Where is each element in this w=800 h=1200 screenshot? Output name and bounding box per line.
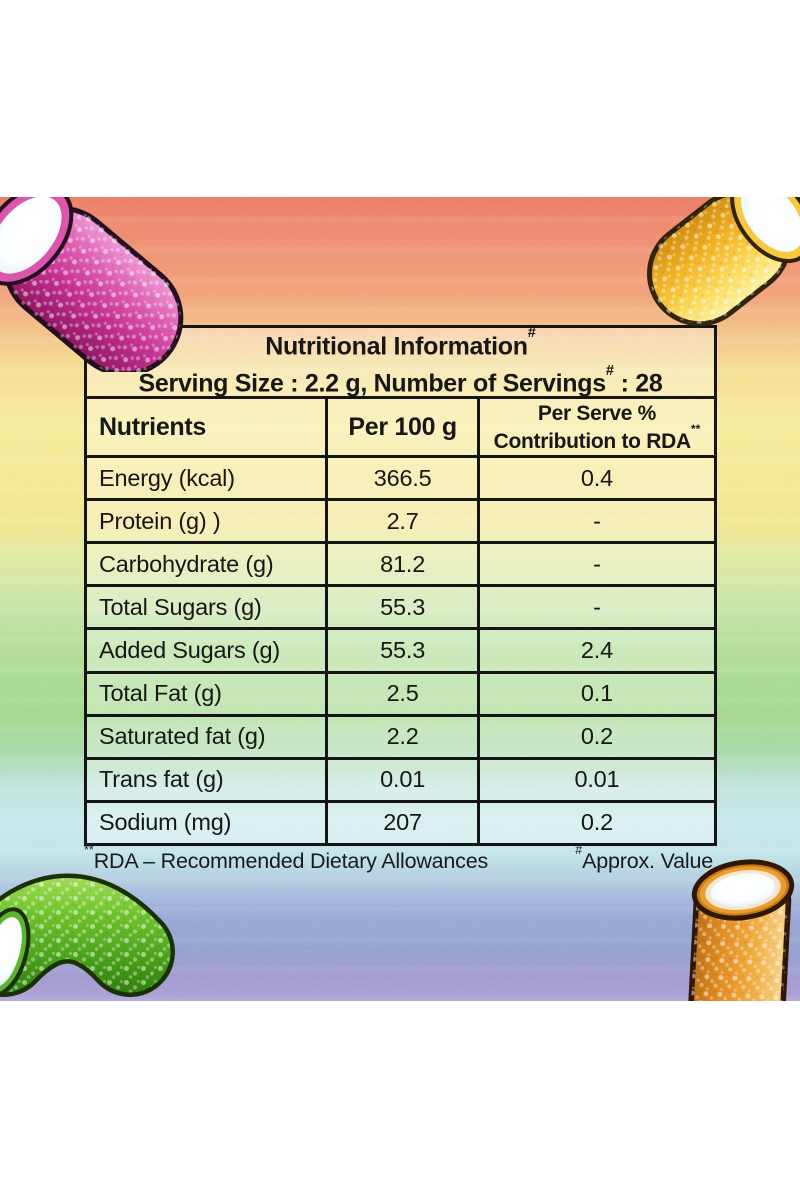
column-header-per-serve-rda: Per Serve % Contribution to RDA**	[476, 399, 714, 455]
rda-marker: **	[690, 422, 701, 437]
table-row: Carbohydrate (g) 81.2 -	[87, 544, 714, 588]
table-body: Energy (kcal) 366.5 0.4 Protein (g) ) 2.…	[87, 458, 714, 843]
per-100g-value: 2.7	[325, 501, 477, 542]
rainbow-watercolor-background: Nutritional Information# Serving Size : …	[0, 197, 800, 1001]
per-100g-value: 2.5	[325, 673, 477, 714]
table-row: Added Sugars (g) 55.3 2.4	[87, 630, 714, 674]
table-row: Total Sugars (g) 55.3 -	[87, 587, 714, 631]
nutrition-table-title: Nutritional Information# Serving Size : …	[87, 325, 714, 399]
column-header-nutrients: Nutrients	[99, 412, 207, 441]
rda-value: -	[476, 544, 714, 585]
nutrient-name: Saturated fat (g)	[99, 723, 266, 750]
approx-marker: #	[605, 362, 614, 379]
per-100g-value: 55.3	[325, 630, 477, 671]
nutrient-name: Protein (g) )	[99, 507, 221, 534]
rda-value: 0.2	[476, 716, 714, 757]
serving-size-line: Serving Size : 2.2 g, Number of Servings…	[138, 362, 663, 398]
footnotes: **RDA – Recommended Dietary Allowances #…	[84, 842, 717, 874]
rda-footnote: **RDA – Recommended Dietary Allowances	[84, 842, 489, 874]
nutrient-name: Energy (kcal)	[99, 464, 235, 491]
per-100g-value: 81.2	[325, 544, 477, 585]
title-line: Nutritional Information#	[265, 325, 536, 360]
table-row: Protein (g) ) 2.7 -	[87, 501, 714, 545]
nutrient-name: Total Sugars (g)	[99, 593, 262, 620]
rda-value: -	[476, 587, 714, 628]
rda-value: 0.4	[476, 458, 714, 499]
rda-value: -	[476, 501, 714, 542]
per-100g-value: 0.01	[325, 759, 477, 800]
rda-value: 0.2	[476, 802, 714, 843]
nutrient-name: Sodium (mg)	[99, 809, 232, 836]
table-row: Trans fat (g) 0.01 0.01	[87, 759, 714, 803]
nutrition-table: Nutritional Information# Serving Size : …	[84, 325, 717, 846]
table-row: Saturated fat (g) 2.2 0.2	[87, 716, 714, 760]
nutrient-name: Added Sugars (g)	[99, 636, 280, 663]
nutrient-name: Trans fat (g)	[99, 766, 224, 793]
rda-value: 2.4	[476, 630, 714, 671]
per-100g-value: 2.2	[325, 716, 477, 757]
table-row: Energy (kcal) 366.5 0.4	[87, 458, 714, 502]
table-row: Sodium (mg) 207 0.2	[87, 802, 714, 843]
nutrient-name: Carbohydrate (g)	[99, 550, 274, 577]
column-header-row: Nutrients Per 100 g Per Serve % Contribu…	[87, 399, 714, 458]
column-header-per-100g: Per 100 g	[325, 399, 477, 455]
approx-marker: #	[527, 325, 536, 342]
per-100g-value: 207	[325, 802, 477, 843]
per-100g-value: 55.3	[325, 587, 477, 628]
per-100g-value: 366.5	[325, 458, 477, 499]
green-gummy-illustration	[0, 873, 175, 997]
table-row: Total Fat (g) 2.5 0.1	[87, 673, 714, 717]
rda-value: 0.01	[476, 759, 714, 800]
rda-value: 0.1	[476, 673, 714, 714]
nutrient-name: Total Fat (g)	[99, 680, 222, 707]
approx-footnote: #Approx. Value	[575, 842, 713, 874]
